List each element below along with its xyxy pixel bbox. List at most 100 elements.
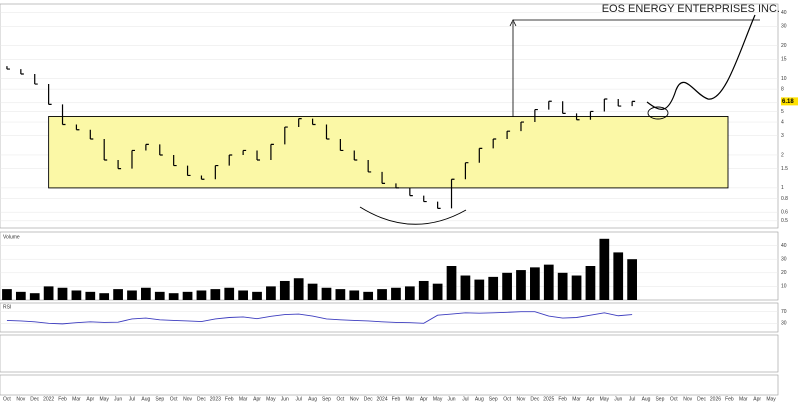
price-bar <box>131 149 135 169</box>
volume-bar <box>29 293 40 300</box>
last-price-label: 6.18 <box>782 99 794 105</box>
price-bar <box>506 130 511 139</box>
x-tick-label: Aug <box>475 396 484 402</box>
volume-bar <box>113 289 123 300</box>
volume-bar <box>321 287 332 300</box>
price-bar <box>159 144 163 156</box>
volume-bar <box>182 291 193 300</box>
price-bar <box>603 98 608 112</box>
y-tick-label: 1 <box>781 185 784 191</box>
x-tick-label: May <box>766 396 776 402</box>
volume-bar <box>15 291 26 300</box>
volume-bar <box>266 286 276 300</box>
x-tick-label: 2026 <box>710 396 721 402</box>
x-tick-label: Dec <box>197 396 206 402</box>
y-tick-label: 10 <box>781 76 787 82</box>
price-bar <box>534 108 538 123</box>
volume-bar <box>335 289 346 300</box>
x-tick-label: Mar <box>739 396 748 402</box>
volume-bar <box>585 266 596 300</box>
x-tick-label: Oct <box>170 396 178 402</box>
volume-bar <box>557 272 568 300</box>
price-bar <box>48 84 52 105</box>
range-box <box>48 116 729 189</box>
x-tick-label: Dec <box>697 396 706 402</box>
volume-bar <box>446 266 457 300</box>
rsi-line <box>6 311 633 325</box>
price-bar <box>186 165 191 177</box>
x-tick-label: Aug <box>141 396 150 402</box>
x-tick-label: Mar <box>239 396 248 402</box>
adx-panel <box>0 334 779 373</box>
x-tick-label: Jul <box>462 396 468 402</box>
x-tick-label: Apr <box>420 396 428 402</box>
projection-curve <box>646 14 756 110</box>
y-tick-label: 10 <box>781 284 787 290</box>
x-tick-label: Jun <box>114 396 122 402</box>
price-bar <box>242 149 247 155</box>
volume-bar <box>530 267 540 300</box>
price-bar <box>89 129 94 140</box>
volume-bar <box>279 280 290 300</box>
volume-bar <box>571 275 582 300</box>
price-bar <box>617 98 622 107</box>
price-bar <box>61 104 66 126</box>
price-bar <box>200 175 205 180</box>
volume-bar <box>252 291 262 300</box>
volume-bar <box>418 280 429 300</box>
y-tick-label: 70 <box>781 309 787 315</box>
y-tick-label: 15 <box>781 57 787 63</box>
price-bar <box>173 154 177 167</box>
price-bar <box>6 66 10 70</box>
price-bar <box>284 126 288 145</box>
volume-panel <box>0 231 779 301</box>
volume-bar <box>460 275 471 300</box>
rsi-panel <box>0 302 779 333</box>
x-tick-label: May <box>600 396 610 402</box>
x-tick-label: Sep <box>155 396 164 402</box>
x-tick-label: May <box>266 396 276 402</box>
price-bar <box>214 164 219 180</box>
x-tick-label: Mar <box>72 396 81 402</box>
x-tick-label: Oct <box>670 396 678 402</box>
x-tick-label: Dec <box>530 396 539 402</box>
price-bar <box>464 162 469 180</box>
y-tick-label: 8 <box>781 86 784 92</box>
pivot-circle <box>647 106 669 120</box>
volume-bar <box>141 287 151 300</box>
price-bar <box>548 100 552 110</box>
x-tick-label: 2024 <box>376 396 387 402</box>
x-tick-label: Oct <box>3 396 11 402</box>
y-tick-label: 1.5 <box>781 166 788 172</box>
volume-bar <box>627 259 637 300</box>
rsi-title: RSI <box>3 304 11 310</box>
y-tick-label: 30 <box>781 321 787 327</box>
x-tick-label: Mar <box>406 396 415 402</box>
volume-bar <box>377 289 387 300</box>
y-tick-label: 0.8 <box>781 196 788 202</box>
x-tick-label: Apr <box>253 396 261 402</box>
volume-bar <box>238 290 248 300</box>
price-bar <box>492 138 497 149</box>
volume-bar <box>99 293 110 300</box>
x-tick-label: Feb <box>392 396 401 402</box>
x-tick-label: Jun <box>447 396 455 402</box>
price-bar <box>437 201 441 209</box>
y-tick-label: 2 <box>781 152 784 158</box>
volume-bar <box>474 279 485 300</box>
x-tick-label: Jun <box>614 396 622 402</box>
volume-bar <box>85 291 96 300</box>
x-tick-label: May <box>99 396 109 402</box>
x-tick-label: 2023 <box>210 396 221 402</box>
x-tick-label: May <box>433 396 443 402</box>
x-tick-label: Apr <box>86 396 94 402</box>
x-tick-label: Aug <box>308 396 317 402</box>
volume-title: Volume <box>3 234 20 240</box>
price-bar <box>423 195 427 203</box>
price-bar <box>450 178 455 209</box>
price-bar <box>298 118 302 128</box>
volume-bar <box>57 287 68 300</box>
price-bar <box>20 69 24 75</box>
price-bar <box>270 143 274 160</box>
y-tick-label: 0.6 <box>781 210 788 216</box>
